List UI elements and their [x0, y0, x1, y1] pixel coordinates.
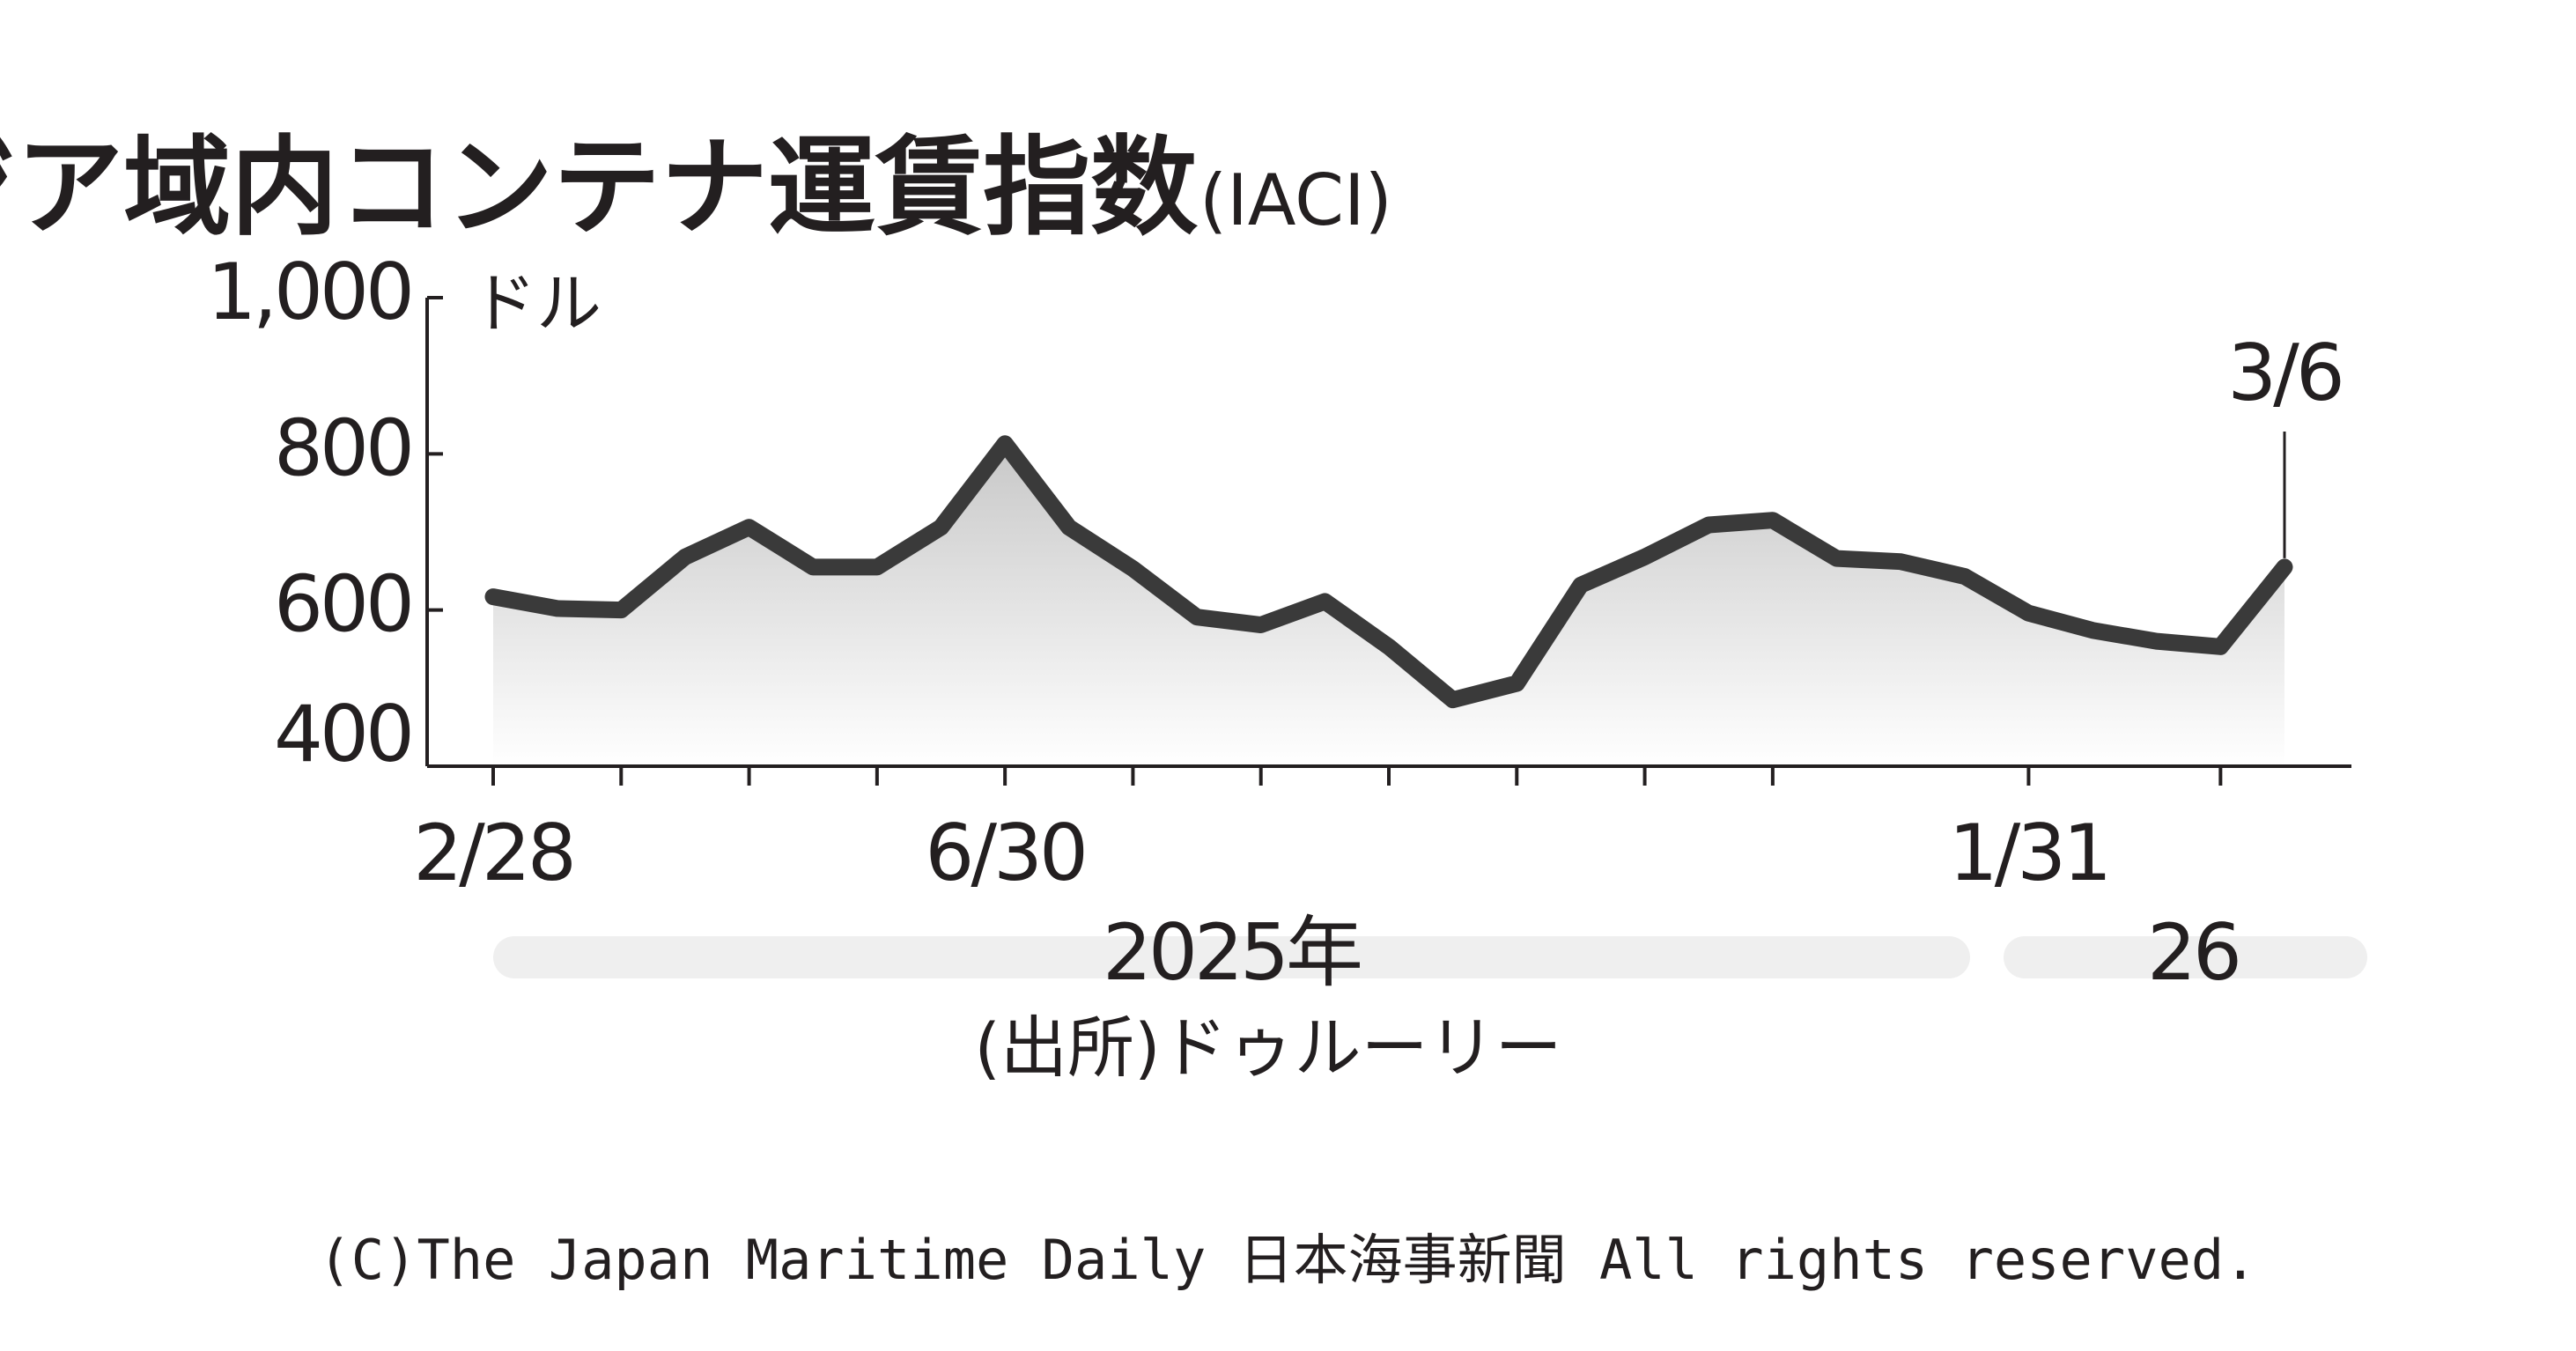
copyright: (C)The Japan Maritime Daily 日本海事新聞 All r… [318, 1228, 2256, 1292]
year-label: 26 [2147, 907, 2239, 998]
area [493, 443, 2284, 766]
y-unit: ドル [471, 266, 602, 342]
source: (出所)ドゥルーリー [974, 1008, 1561, 1087]
y-tick-label: 1,000 [207, 247, 411, 337]
annotation: 3/6 [2227, 328, 2342, 418]
y-tick-label: 400 [274, 689, 411, 779]
year-label: 2025年 [1103, 907, 1360, 998]
x-tick-label: 2/28 [413, 808, 573, 898]
year-bar [2004, 936, 2367, 978]
line [484, 435, 2293, 709]
chart-title-suffix: (IACI) [1199, 159, 1392, 241]
y-tick-label: 600 [274, 559, 411, 650]
x-tick-label: 6/30 [925, 808, 1085, 898]
y-tick-label: 800 [274, 402, 411, 493]
x-tick-label: 1/31 [1949, 808, 2109, 898]
chart-title: アジア域内コンテナ運賃指数 [0, 125, 1198, 250]
year-bar [493, 936, 1970, 978]
